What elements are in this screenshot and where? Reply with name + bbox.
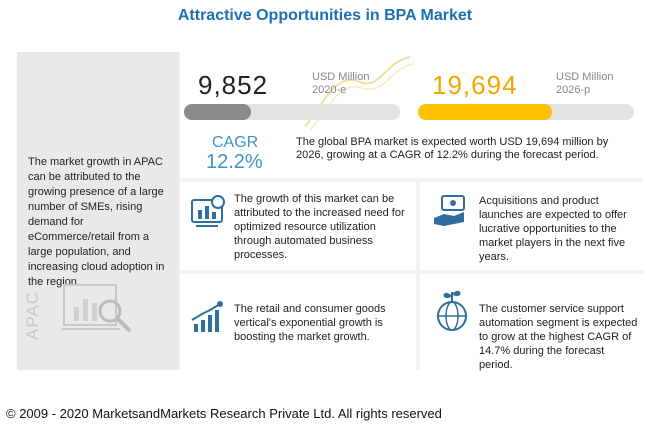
copyright-footer: © 2009 - 2020 MarketsandMarkets Research… — [6, 406, 442, 421]
insight-text-4: The customer service support automation … — [479, 303, 638, 371]
money-hand-icon — [434, 195, 465, 226]
year-label-2026: 2026-p — [556, 84, 591, 96]
bar-track-2020 — [184, 104, 400, 120]
cagr-label: CAGR — [212, 134, 259, 151]
region-description: The market growth in APAC can be attribu… — [28, 156, 165, 288]
value-label-2020: 9,852 — [198, 70, 269, 100]
insight-text-1: The growth of this market can be attribu… — [234, 193, 405, 261]
bar-track-2026 — [418, 104, 634, 120]
bar-2020 — [184, 104, 251, 120]
insight-text-3: The retail and consumer goods vertical's… — [234, 303, 386, 343]
value-label-2026: 19,694 — [432, 70, 518, 100]
insight-card-3 — [180, 274, 416, 370]
region-label: APAC — [23, 291, 42, 340]
bar-2026 — [418, 104, 552, 120]
cagr-value: 12.2% — [206, 151, 263, 173]
globe-plant-icon — [437, 290, 467, 331]
year-label-2020: 2020-e — [312, 84, 347, 96]
insight-text-2: Acquisitions and product launches are ex… — [479, 195, 627, 263]
market-summary: The global BPA market is expected worth … — [296, 136, 609, 161]
left-panel — [17, 52, 179, 370]
unit-label-2020: USD Million — [312, 71, 370, 83]
analytics-icon — [191, 195, 225, 227]
unit-label-2026: USD Million — [556, 71, 614, 83]
region-label-text: APAC — [23, 291, 42, 340]
page-title: Attractive Opportunities in BPA Market — [177, 7, 473, 24]
magnifier-chart-icon — [62, 284, 132, 333]
growth-chart-icon — [191, 301, 223, 332]
